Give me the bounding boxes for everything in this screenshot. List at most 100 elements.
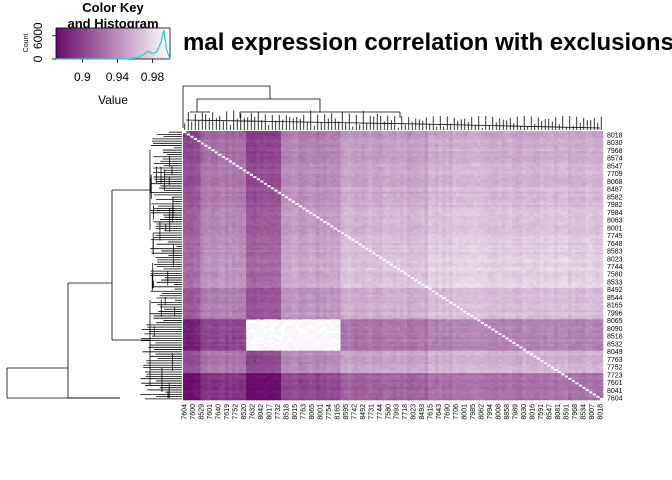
heatmap-cell xyxy=(319,151,324,154)
heatmap-cell xyxy=(550,202,555,206)
heatmap-cell xyxy=(543,213,548,217)
heatmap-cell xyxy=(540,200,544,204)
heatmap-cell xyxy=(260,151,264,154)
heatmap-cell xyxy=(365,222,369,226)
heatmap-cell xyxy=(228,157,233,161)
heatmap-cell xyxy=(260,193,264,197)
heatmap-cell xyxy=(435,178,439,181)
heatmap-cell xyxy=(204,202,208,206)
heatmap-cell xyxy=(403,139,408,143)
heatmap-cell xyxy=(295,187,299,190)
heatmap-cell xyxy=(445,133,450,136)
heatmap-cell xyxy=(197,148,201,152)
heatmap-cell xyxy=(207,155,212,159)
heatmap-cell xyxy=(295,222,299,226)
heatmap-cell xyxy=(407,178,411,181)
heatmap-cell xyxy=(305,220,310,224)
heatmap-cell xyxy=(424,196,429,199)
heatmap-cell xyxy=(438,146,443,150)
heatmap-cell xyxy=(449,187,453,190)
heatmap-cell xyxy=(305,137,310,141)
heatmap-cell xyxy=(435,155,439,159)
heatmap-cell xyxy=(403,160,408,163)
heatmap-cell xyxy=(319,155,324,159)
heatmap-cell xyxy=(428,193,432,197)
heatmap-cell xyxy=(400,157,404,161)
heatmap-cell xyxy=(445,193,450,197)
heatmap-cell xyxy=(421,155,425,159)
heatmap-cell xyxy=(477,222,481,226)
heatmap-cell xyxy=(207,139,212,143)
heatmap-cell xyxy=(484,173,488,177)
heatmap-cell xyxy=(568,198,572,201)
heatmap-cell xyxy=(274,178,278,181)
heatmap-cell xyxy=(379,135,383,139)
heatmap-cell xyxy=(284,139,289,143)
heatmap-cell xyxy=(596,142,600,145)
heatmap-cell xyxy=(347,220,352,224)
heatmap-cell xyxy=(403,135,408,139)
heatmap-cell xyxy=(438,204,443,208)
heatmap-cell xyxy=(211,213,215,217)
heatmap-cell xyxy=(491,144,495,147)
heatmap-cell xyxy=(428,137,432,141)
heatmap-cell xyxy=(403,162,408,165)
heatmap-cell xyxy=(522,146,527,150)
heatmap-cell xyxy=(361,200,366,204)
heatmap-cell xyxy=(309,166,313,170)
heatmap-cell xyxy=(347,160,352,163)
heatmap-cell xyxy=(246,218,250,221)
heatmap-cell xyxy=(389,151,394,154)
heatmap-cell xyxy=(249,162,254,165)
heatmap-cell xyxy=(197,189,201,192)
heatmap-cell xyxy=(270,173,275,177)
heatmap-cell xyxy=(197,198,201,201)
heatmap-cell xyxy=(417,153,422,156)
heatmap-cell xyxy=(316,180,320,183)
heatmap-cell xyxy=(389,155,394,159)
heatmap-cell xyxy=(456,139,460,143)
heatmap-cell xyxy=(582,169,586,172)
heatmap-cell xyxy=(183,137,187,141)
heatmap-cell xyxy=(435,189,439,192)
heatmap-cell xyxy=(407,151,411,154)
heatmap-cell xyxy=(431,171,436,174)
heatmap-cell xyxy=(456,131,460,134)
heatmap-cell xyxy=(452,155,457,159)
heatmap-cell xyxy=(389,133,394,136)
heatmap-cell xyxy=(207,198,212,201)
heatmap-cell xyxy=(337,160,341,163)
heatmap-cell xyxy=(186,155,191,159)
heatmap-cell xyxy=(228,131,233,134)
heatmap-cell xyxy=(225,146,229,150)
heatmap-cell xyxy=(494,157,499,161)
heatmap-cell xyxy=(592,196,597,199)
heatmap-cell xyxy=(428,131,432,134)
heatmap-cell xyxy=(302,211,306,215)
heatmap-cell xyxy=(235,220,240,224)
heatmap-cell xyxy=(263,137,268,141)
heatmap-cell xyxy=(337,220,341,224)
heatmap-cell xyxy=(235,133,240,136)
heatmap-cell xyxy=(263,209,268,212)
heatmap-cell xyxy=(421,160,425,163)
heatmap-cell xyxy=(358,193,362,197)
heatmap-cell xyxy=(312,151,317,154)
heatmap-cell xyxy=(582,175,586,179)
heatmap-cell xyxy=(442,204,446,208)
heatmap-cell xyxy=(491,175,495,179)
heatmap-cell xyxy=(487,148,492,152)
heatmap-cell xyxy=(197,178,201,181)
heatmap-cell xyxy=(333,184,338,188)
heatmap-cell xyxy=(372,151,376,154)
heatmap-cell xyxy=(561,169,565,172)
heatmap-cell xyxy=(274,139,278,143)
heatmap-cell xyxy=(424,193,429,197)
heatmap-cell xyxy=(561,193,565,197)
heatmap-cell xyxy=(526,137,530,141)
heatmap-cell xyxy=(288,139,292,143)
heatmap-cell xyxy=(575,193,579,197)
heatmap-cell xyxy=(214,189,219,192)
heatmap-cell xyxy=(459,207,464,210)
heatmap-cell xyxy=(386,196,390,199)
